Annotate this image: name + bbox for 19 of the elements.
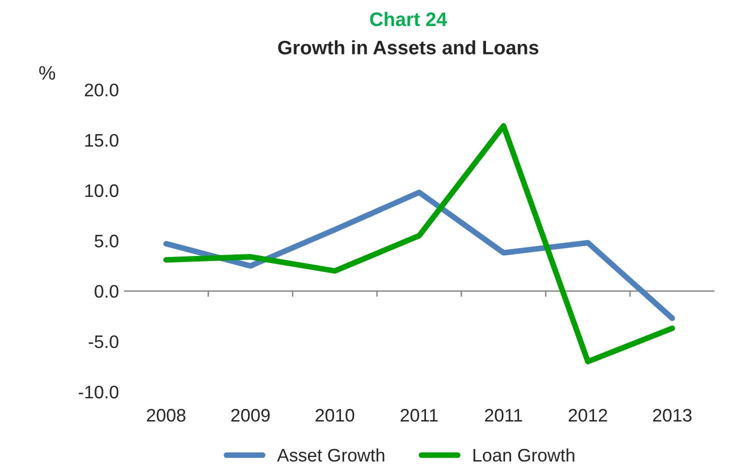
y-tick-label: 15.0 [85, 134, 118, 147]
x-tick-label: 2010 [316, 408, 354, 422]
y-tick-label: 20.0 [84, 84, 118, 96]
y-tick-label: 10.0 [85, 184, 118, 198]
y-tick-label: -5.0 [88, 335, 118, 348]
y-tick-label: 5.0 [94, 234, 118, 248]
x-tick-label: 2011 [400, 408, 438, 422]
legend-label: Asset Growth [277, 448, 384, 462]
y-tick-label: 0.0 [94, 285, 118, 298]
y-axis-title: % [39, 66, 56, 80]
chart-title: Chart 24 [370, 12, 448, 26]
x-tick-label: 2013 [653, 408, 692, 422]
x-tick-label: 2012 [568, 408, 608, 422]
y-tick-label: -10.0 [78, 386, 118, 398]
legend-label: Loan Growth [474, 448, 574, 462]
x-tick-label: 2009 [231, 408, 270, 422]
chart-subtitle: Growth in Assets and Loans [278, 40, 538, 54]
x-tick-label: 2011 [485, 408, 522, 422]
x-tick-label: 2008 [146, 408, 186, 422]
